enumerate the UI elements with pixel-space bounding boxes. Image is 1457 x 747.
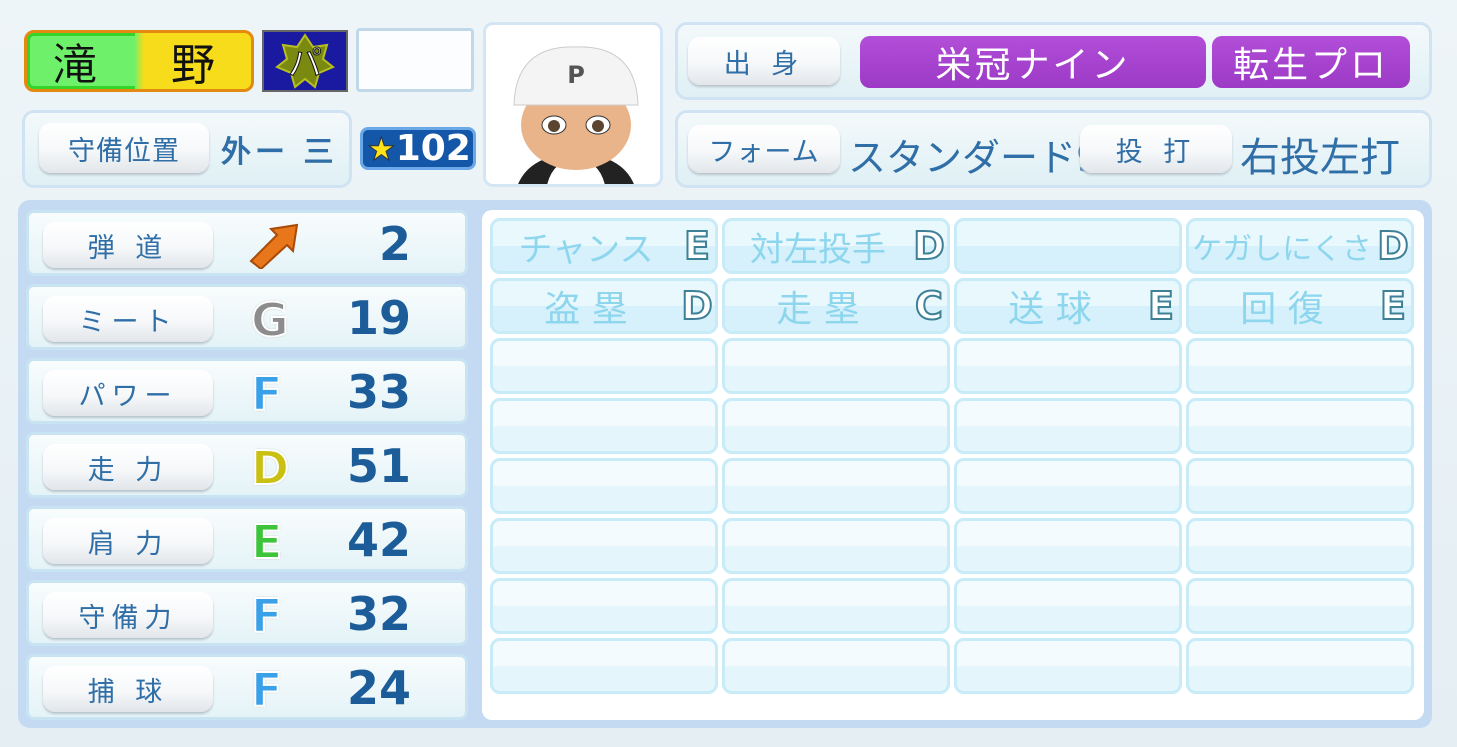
stat-row: 守備力 F 32 (26, 580, 468, 646)
ability-grade: D (1376, 223, 1410, 269)
origin-panel: 出 身 栄冠ナイン 転生プロ (675, 22, 1432, 100)
ability-cell[interactable] (490, 338, 718, 394)
grade-icon: F (250, 588, 283, 644)
origin-button[interactable]: 出 身 (688, 37, 840, 85)
stat-row: 弾 道 2 (26, 210, 468, 276)
ability-cell[interactable] (954, 578, 1182, 634)
form-value: スタンダード9 (848, 136, 1101, 180)
ability-grade: D (680, 283, 714, 329)
stat-row: パワー F 33 (26, 358, 468, 424)
ability-cell[interactable]: 対左投手 D (722, 218, 950, 274)
ability-label: チャンス (518, 229, 654, 270)
ability-cell[interactable] (490, 458, 718, 514)
pa-league-leaf-icon: パ (275, 33, 335, 89)
grade-icon: F (250, 662, 283, 718)
origin-badge: 栄冠ナイン (860, 36, 1206, 88)
stat-button[interactable]: 守備力 (43, 592, 213, 638)
svg-text:パ: パ (288, 44, 322, 84)
grade-icon: E (250, 514, 283, 570)
ability-cell[interactable] (490, 578, 718, 634)
ability-cell[interactable]: ケガしにくさ D (1186, 218, 1414, 274)
stat-button[interactable]: 弾 道 (43, 222, 213, 268)
ability-cell[interactable] (722, 638, 950, 694)
svg-text:P: P (567, 61, 585, 89)
throw-bat-button[interactable]: 投 打 (1080, 125, 1232, 173)
ability-cell[interactable] (1186, 338, 1414, 394)
ability-cell[interactable] (954, 218, 1182, 274)
ability-cell[interactable] (1186, 398, 1414, 454)
stat-button[interactable]: ミート (43, 296, 213, 342)
ability-label: 盗 塁 (544, 289, 628, 330)
stat-value: 19 (346, 291, 411, 345)
ability-label: ケガしにくさ (1192, 232, 1372, 267)
ability-cell[interactable] (1186, 518, 1414, 574)
stat-row: 捕 球 F 24 (26, 654, 468, 720)
ability-grade: E (1379, 283, 1407, 329)
stat-button[interactable]: 走 力 (43, 444, 213, 490)
ability-cell[interactable] (722, 458, 950, 514)
ability-grade: D (912, 223, 946, 269)
trajectory-arrow-icon (249, 223, 299, 269)
ability-cell[interactable] (1186, 578, 1414, 634)
player-portrait: P (483, 22, 663, 187)
stat-value: 51 (346, 439, 411, 493)
ability-cell[interactable] (954, 338, 1182, 394)
position-panel: 守備位置 外ー 三 (22, 110, 352, 188)
player-name: 滝 野 (24, 30, 254, 92)
ability-cell[interactable] (954, 398, 1182, 454)
ability-cell[interactable] (490, 518, 718, 574)
grade-icon: D (250, 440, 290, 496)
positions-value: 外ー 三 (221, 135, 338, 170)
ability-cell[interactable] (722, 398, 950, 454)
star-icon: ★ (367, 129, 397, 168)
ability-label: 走 塁 (776, 289, 860, 330)
ability-cell[interactable] (490, 638, 718, 694)
stat-value: 32 (346, 587, 411, 641)
ability-cell[interactable] (954, 458, 1182, 514)
stat-button[interactable]: 捕 球 (43, 666, 213, 712)
ability-cell[interactable] (1186, 638, 1414, 694)
grade-icon: F (250, 366, 283, 422)
ability-label: 送 球 (1008, 289, 1092, 330)
ability-grade: C (914, 283, 944, 329)
throw-bat-value: 右投左打 (1240, 135, 1400, 181)
ability-cell[interactable] (722, 338, 950, 394)
origin-badge: 転生プロ (1212, 36, 1410, 88)
stat-value: 42 (346, 513, 411, 567)
stat-button[interactable]: 肩 力 (43, 518, 213, 564)
form-button[interactable]: フォーム (688, 125, 840, 173)
stat-value: 24 (346, 661, 411, 715)
position-button[interactable]: 守備位置 (39, 123, 209, 173)
ability-cell[interactable] (954, 518, 1182, 574)
stat-row: ミート G 19 (26, 284, 468, 350)
ability-cell[interactable] (722, 578, 950, 634)
ability-grade: E (1147, 283, 1175, 329)
ability-grade: E (683, 223, 711, 269)
form-panel: フォーム スタンダード9 投 打 右投左打 (675, 110, 1432, 188)
grade-icon: G (250, 292, 290, 348)
ability-cell[interactable]: チャンス E (490, 218, 718, 274)
ability-cell[interactable] (490, 398, 718, 454)
ability-cell[interactable] (1186, 458, 1414, 514)
ability-cell[interactable] (722, 518, 950, 574)
blank-slot (356, 28, 474, 92)
player-avatar-icon: P (513, 46, 639, 184)
league-logo: パ (262, 30, 348, 92)
stat-row: 肩 力 E 42 (26, 506, 468, 572)
stat-button[interactable]: パワー (43, 370, 213, 416)
ability-cell[interactable] (954, 638, 1182, 694)
stat-value: 2 (378, 217, 411, 271)
stat-row: 走 力 D 51 (26, 432, 468, 498)
ability-label: 対左投手 (750, 229, 886, 270)
star-rating-badge: ★ 102 (360, 127, 476, 170)
stat-value: 33 (346, 365, 411, 419)
ability-label: 回 復 (1240, 289, 1324, 330)
